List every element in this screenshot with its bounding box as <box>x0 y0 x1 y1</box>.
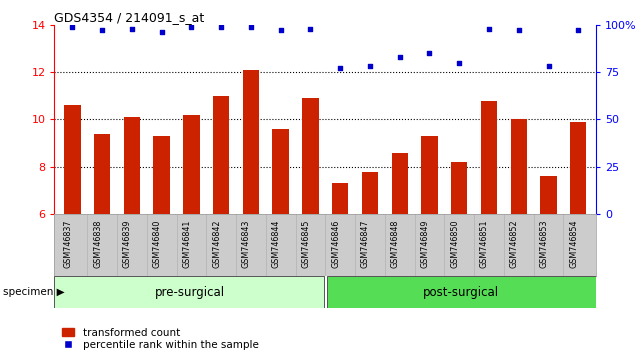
Text: GSM746847: GSM746847 <box>361 219 370 268</box>
Bar <box>421 136 438 214</box>
Point <box>544 64 554 69</box>
Point <box>454 60 464 65</box>
Bar <box>570 122 587 214</box>
Text: pre-surgical: pre-surgical <box>155 286 225 298</box>
Point <box>276 28 286 33</box>
Text: GSM746839: GSM746839 <box>123 219 132 268</box>
Text: GSM746837: GSM746837 <box>63 219 72 268</box>
Text: GSM746846: GSM746846 <box>331 219 340 268</box>
Text: GSM746851: GSM746851 <box>480 219 489 268</box>
Bar <box>54 276 324 308</box>
Bar <box>327 276 596 308</box>
Text: specimen ▶: specimen ▶ <box>3 287 65 297</box>
Point <box>127 26 137 32</box>
Text: GDS4354 / 214091_s_at: GDS4354 / 214091_s_at <box>54 11 204 24</box>
Bar <box>64 105 81 214</box>
Text: GSM746849: GSM746849 <box>420 219 429 268</box>
Bar <box>272 129 289 214</box>
Text: GSM746852: GSM746852 <box>510 219 519 268</box>
Text: post-surgical: post-surgical <box>422 286 499 298</box>
Bar <box>481 101 497 214</box>
Text: GSM746840: GSM746840 <box>153 219 162 268</box>
Text: GSM746854: GSM746854 <box>569 219 578 268</box>
Point <box>424 50 435 56</box>
Point <box>365 64 375 69</box>
Bar <box>243 70 259 214</box>
Bar <box>332 183 348 214</box>
Text: GSM746853: GSM746853 <box>540 219 549 268</box>
Text: GSM746844: GSM746844 <box>272 219 281 268</box>
Point <box>573 28 583 33</box>
Bar <box>451 162 467 214</box>
Point <box>513 28 524 33</box>
Point <box>67 24 78 29</box>
Bar <box>94 134 110 214</box>
Legend: transformed count, percentile rank within the sample: transformed count, percentile rank withi… <box>60 326 261 352</box>
Point <box>97 28 107 33</box>
Point <box>187 24 197 29</box>
Point <box>156 29 167 35</box>
Bar <box>153 136 170 214</box>
Point <box>305 26 315 32</box>
Text: GSM746842: GSM746842 <box>212 219 221 268</box>
Bar <box>511 119 527 214</box>
Bar <box>213 96 229 214</box>
Text: GSM746845: GSM746845 <box>301 219 310 268</box>
Text: GSM746850: GSM746850 <box>450 219 459 268</box>
Bar <box>540 176 556 214</box>
Point <box>246 24 256 29</box>
Text: GSM746838: GSM746838 <box>93 219 102 268</box>
Text: GSM746841: GSM746841 <box>183 219 192 268</box>
Point <box>216 24 226 29</box>
Bar <box>362 172 378 214</box>
Point <box>484 26 494 32</box>
Bar <box>124 117 140 214</box>
Bar <box>392 153 408 214</box>
Point <box>335 65 345 71</box>
Text: GSM746848: GSM746848 <box>391 219 400 268</box>
Text: GSM746843: GSM746843 <box>242 219 251 268</box>
Bar <box>303 98 319 214</box>
Bar <box>183 115 199 214</box>
Point <box>395 54 405 60</box>
